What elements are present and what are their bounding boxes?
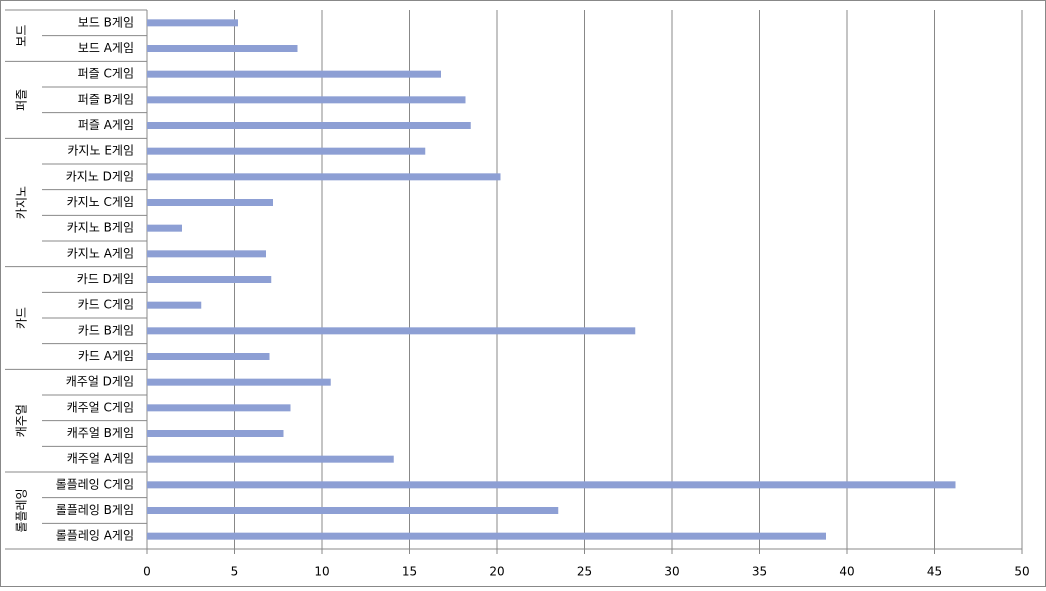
x-tick-label: 40 [839,565,854,579]
bar [147,250,266,258]
y-tick-label: 카드 C게임 [78,298,134,312]
x-tick-label: 15 [402,565,417,579]
bar [147,96,466,104]
bar [147,173,501,181]
bar [147,507,559,514]
y-tick-label: 캐주얼 D게임 [66,375,134,389]
x-tick-label: 35 [752,565,767,579]
y-tick-label: 롤플레잉 B게임 [56,503,134,517]
x-tick-label: 10 [314,565,329,579]
bar [147,301,202,309]
group-label: 보드 [15,25,29,47]
y-tick-label: 퍼즐 C게임 [78,67,134,81]
bar [147,122,471,129]
x-tick-label: 25 [577,565,592,579]
y-tick-label: 카지노 E게임 [67,144,134,158]
y-tick-label: 퍼즐 B게임 [78,92,134,106]
bar [147,70,441,78]
y-tick-label: 카지노 D게임 [66,169,134,183]
group-label: 퍼즐 [15,89,29,111]
y-tick-label: 롤플레잉 A게임 [56,529,134,543]
y-tick-label: 보드 A게임 [78,41,134,55]
y-tick-label: 캐주얼 A게임 [67,452,134,466]
y-tick-label: 카드 B게임 [78,323,134,337]
group-label: 카드 [15,307,29,329]
bar [147,532,826,540]
y-tick-label: 카지노 A게임 [67,246,134,260]
x-tick-label: 20 [489,565,504,579]
bar [147,327,636,335]
y-tick-label: 카지노 C게임 [67,195,134,209]
bar [147,19,238,27]
y-tick-label: 카드 A게임 [78,349,134,363]
y-tick-label: 카지노 B게임 [67,221,134,235]
bar [147,378,331,386]
y-tick-label: 퍼즐 A게임 [78,118,134,132]
x-tick-label: 45 [927,565,942,579]
group-label: 카지노 [15,186,29,219]
bar [147,45,298,52]
x-tick-label: 30 [664,565,679,579]
bar [147,199,273,206]
bar [147,455,394,463]
x-tick-label: 5 [231,565,239,579]
bar [147,276,272,283]
bar [147,430,284,437]
y-tick-label: 캐주얼 B게임 [67,426,134,440]
x-tick-label: 0 [143,565,151,579]
y-tick-label: 캐주얼 C게임 [67,400,134,414]
bar [147,147,426,155]
x-tick-label: 50 [1014,565,1029,579]
bar [147,404,291,412]
group-label: 캐주얼 [15,404,29,437]
bar [147,481,956,489]
y-tick-label: 카드 D게임 [77,272,134,286]
y-tick-label: 롤플레잉 C게임 [56,477,134,491]
bar [147,224,182,232]
bar [147,353,270,360]
group-label: 롤플레잉 [15,488,29,532]
y-tick-label: 보드 B게임 [78,15,134,29]
